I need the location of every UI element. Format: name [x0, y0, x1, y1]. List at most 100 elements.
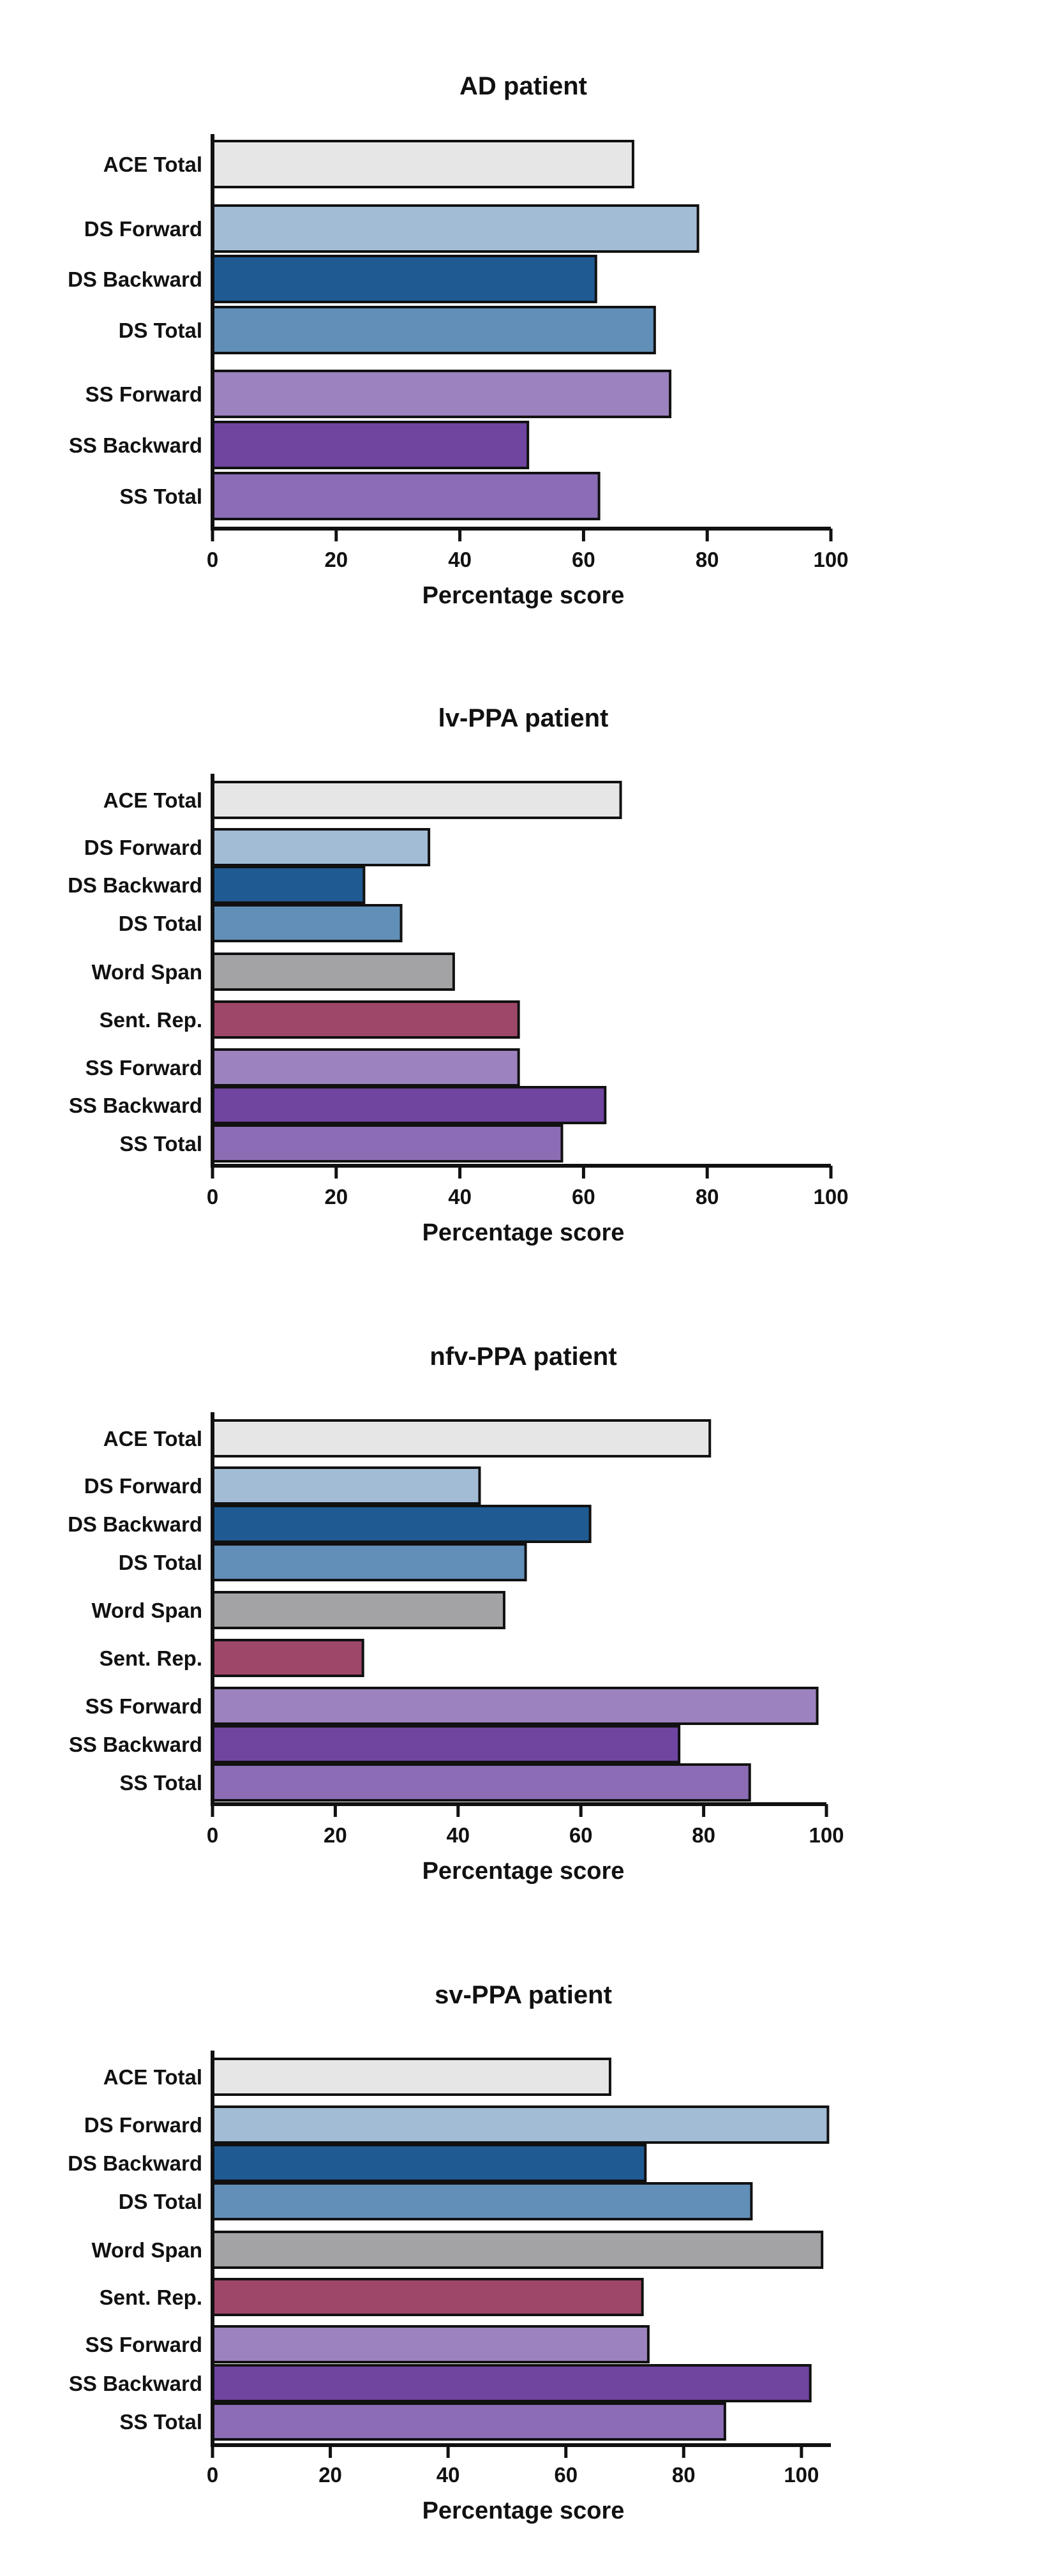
- bar-ds-total: [211, 904, 403, 942]
- bar-ds-backward: [211, 2144, 647, 2182]
- category-label-sent-rep: Sent. Rep.: [100, 1646, 202, 1670]
- x-axis-label: Percentage score: [422, 1219, 625, 1246]
- x-axis-label: Percentage score: [422, 1858, 625, 1885]
- category-label-ds-total: DS Total: [119, 2190, 202, 2213]
- x-tick-label: 60: [572, 1185, 595, 1209]
- category-label-ss-forward: SS Forward: [86, 2333, 202, 2356]
- category-label-ss-total: SS Total: [119, 1132, 202, 1156]
- bar-ace-total: [211, 2058, 611, 2096]
- x-tick-label: 80: [696, 548, 719, 571]
- bar-ds-forward: [211, 204, 699, 253]
- x-tick-label: 60: [554, 2463, 578, 2487]
- bar-word-span: [211, 953, 455, 991]
- bar-ss-forward: [211, 1687, 819, 1725]
- category-label-ace-total: ACE Total: [103, 1427, 202, 1450]
- bar-ace-total: [211, 781, 622, 819]
- x-tick-label: 0: [207, 548, 218, 571]
- category-label-ds-backward: DS Backward: [68, 1512, 202, 1536]
- category-label-ss-backward: SS Backward: [69, 2372, 202, 2395]
- bar-sent-rep: [211, 1000, 520, 1039]
- bar-ss-forward: [211, 2325, 650, 2363]
- category-label-ds-backward: DS Backward: [68, 2151, 202, 2175]
- x-tick-label: 20: [318, 2463, 342, 2487]
- bar-ss-backward: [211, 1086, 607, 1124]
- category-label-ss-backward: SS Backward: [69, 1733, 202, 1756]
- bar-ace-total: [211, 140, 634, 188]
- x-tick-label: 60: [572, 548, 595, 571]
- category-label-ds-total: DS Total: [119, 319, 202, 342]
- category-label-ds-forward: DS Forward: [84, 836, 202, 859]
- bar-ds-total: [211, 1543, 527, 1581]
- bar-ds-backward: [211, 866, 366, 904]
- category-label-sent-rep: Sent. Rep.: [100, 2286, 202, 2309]
- x-tick-label: 40: [446, 1823, 470, 1847]
- x-tick-label: 0: [207, 1185, 218, 1209]
- category-label-ds-backward: DS Backward: [68, 873, 202, 897]
- chart-title: AD patient: [459, 72, 587, 100]
- chart-title: nfv-PPA patient: [429, 1343, 616, 1371]
- category-label-ace-total: ACE Total: [103, 153, 202, 176]
- category-label-ss-backward: SS Backward: [69, 433, 202, 457]
- bar-word-span: [211, 1591, 505, 1629]
- category-label-ace-total: ACE Total: [103, 788, 202, 812]
- category-label-ss-total: SS Total: [119, 1771, 202, 1795]
- x-axis-label: Percentage score: [422, 2497, 625, 2524]
- x-tick-label: 100: [784, 2463, 819, 2487]
- chart-nfv-ppa-patient: nfv-PPA patient ACE Total DS Forward DS Bac…: [68, 1343, 844, 1885]
- bar-ss-total: [211, 1124, 564, 1163]
- category-label-word-span: Word Span: [91, 2238, 202, 2262]
- chart-title: lv-PPA patient: [438, 704, 609, 732]
- x-tick-label: 40: [448, 548, 472, 571]
- category-label-ace-total: ACE Total: [103, 2065, 202, 2089]
- bar-ds-forward: [211, 2105, 830, 2144]
- bar-ss-forward: [211, 1048, 520, 1087]
- category-label-ds-backward: DS Backward: [68, 267, 202, 291]
- x-tick-label: 0: [207, 1823, 218, 1847]
- category-label-word-span: Word Span: [91, 960, 202, 984]
- category-label-ds-forward: DS Forward: [84, 217, 202, 241]
- category-label-ss-forward: SS Forward: [86, 1694, 202, 1718]
- x-tick-label: 40: [437, 2463, 460, 2487]
- x-tick-label: 100: [813, 1185, 848, 1209]
- category-label-ss-backward: SS Backward: [69, 1094, 202, 1117]
- bar-ds-backward: [211, 1505, 592, 1543]
- bar-ds-forward: [211, 1466, 481, 1505]
- category-label-ds-total: DS Total: [119, 1551, 202, 1574]
- category-label-ds-total: DS Total: [119, 912, 202, 935]
- x-tick-label: 40: [448, 1185, 472, 1209]
- category-label-ss-forward: SS Forward: [86, 382, 202, 406]
- x-tick-label: 20: [324, 548, 348, 571]
- bar-ds-forward: [211, 828, 431, 866]
- category-label-ss-total: SS Total: [119, 2410, 202, 2434]
- x-tick-label: 20: [324, 1185, 348, 1209]
- x-tick-label: 80: [672, 2463, 696, 2487]
- x-tick-label: 80: [692, 1823, 715, 1847]
- chart-sv-ppa-patient: sv-PPA patient ACE Total DS Forward DS Back…: [68, 1981, 831, 2524]
- category-label-ss-forward: SS Forward: [86, 1056, 202, 1080]
- bar-ss-total: [211, 472, 601, 520]
- chart-title: sv-PPA patient: [435, 1981, 612, 2009]
- x-tick-label: 100: [809, 1823, 844, 1847]
- category-label-ds-forward: DS Forward: [84, 1474, 202, 1498]
- bar-ss-forward: [211, 370, 672, 418]
- x-tick-label: 0: [207, 2463, 218, 2487]
- bar-ds-total: [211, 2182, 753, 2220]
- bar-ds-total: [211, 306, 656, 354]
- bar-ss-backward: [211, 421, 530, 469]
- x-tick-label: 80: [696, 1185, 719, 1209]
- bar-ss-total: [211, 2402, 726, 2441]
- bar-sent-rep: [211, 1639, 364, 1677]
- bar-ss-backward: [211, 2364, 812, 2402]
- bar-ss-total: [211, 1763, 751, 1802]
- category-label-word-span: Word Span: [91, 1599, 202, 1622]
- bar-ace-total: [211, 1419, 712, 1457]
- x-tick-label: 20: [324, 1823, 347, 1847]
- bar-ss-backward: [211, 1725, 681, 1763]
- bar-sent-rep: [211, 2278, 644, 2316]
- bar-ds-backward: [211, 255, 597, 303]
- x-tick-label: 60: [569, 1823, 593, 1847]
- chart-lv-ppa-patient: lv-PPA patient ACE Total DS Forward DS Back…: [68, 704, 848, 1246]
- x-axis-label: Percentage score: [422, 582, 625, 609]
- chart-ad-patient: AD patient ACE Total DS Forward DS Backward…: [68, 72, 848, 609]
